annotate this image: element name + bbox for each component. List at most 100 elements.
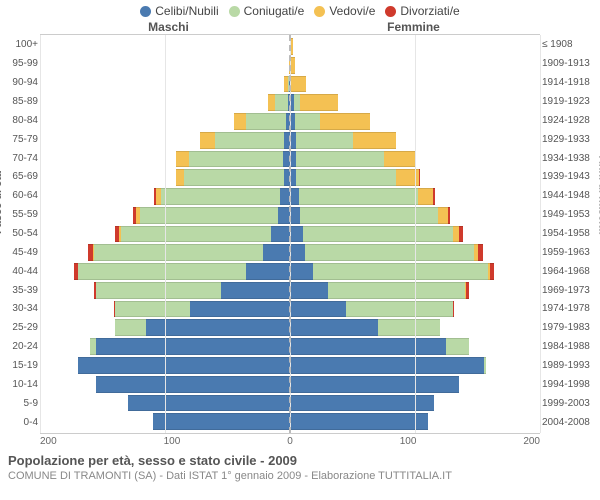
bar-segment <box>290 282 328 299</box>
age-label: 55-59 <box>2 206 38 225</box>
x-tick: 200 <box>523 436 540 447</box>
bar-segment <box>438 207 448 224</box>
bar-segment <box>478 244 483 261</box>
bar-segment <box>96 282 221 299</box>
bar-segment <box>275 94 288 111</box>
bar-segment <box>459 226 463 243</box>
chart-title: Popolazione per età, sesso e stato civil… <box>8 453 592 468</box>
x-tick: 100 <box>400 436 417 447</box>
age-label: 85-89 <box>2 93 38 112</box>
bar-segment <box>128 395 291 412</box>
bar-segment <box>328 282 466 299</box>
male-header: Maschi <box>46 20 291 34</box>
bar-segment <box>184 169 284 186</box>
x-tick: 0 <box>287 436 293 447</box>
legend: Celibi/Nubili Coniugati/e Vedovi/e Divorzia… <box>0 4 600 18</box>
female-header: Femmine <box>291 20 536 34</box>
bar-segment <box>189 151 283 168</box>
center-line <box>289 35 291 433</box>
age-label: 70-74 <box>2 149 38 168</box>
bar-segment <box>384 151 415 168</box>
bar-segment <box>140 207 278 224</box>
bar-segment <box>115 301 190 318</box>
age-label: 10-14 <box>2 375 38 394</box>
bar-segment <box>215 132 284 149</box>
bar-segment <box>290 226 303 243</box>
gridline <box>165 35 166 433</box>
bar-segment <box>290 338 446 355</box>
legend-swatch <box>229 6 240 17</box>
bar-segment <box>490 263 494 280</box>
bar-segment <box>78 357 291 374</box>
bar-segment <box>290 263 313 280</box>
age-label: 90-94 <box>2 74 38 93</box>
bar-segment <box>290 188 299 205</box>
legend-item: Divorziati/e <box>385 4 459 18</box>
footer: Popolazione per età, sesso e stato civil… <box>0 447 600 482</box>
x-axis: 2001000100200 <box>40 434 540 447</box>
bar-segment <box>94 244 263 261</box>
birth-year-labels: ≤ 19081909-19131914-19181919-19231924-19… <box>540 34 600 434</box>
bar-segment <box>466 282 469 299</box>
bar-segment <box>234 113 247 130</box>
bar-segment <box>419 169 420 186</box>
pyramid-chart: Fasce di età 100+95-9990-9485-8980-8475-… <box>0 34 600 434</box>
legend-label: Divorziati/e <box>400 4 459 18</box>
bar-segment <box>291 76 306 93</box>
birth-label: 1964-1968 <box>542 262 598 281</box>
birth-label: 1939-1943 <box>542 168 598 187</box>
age-label: 40-44 <box>2 262 38 281</box>
legend-item: Vedovi/e <box>314 4 375 18</box>
birth-label: 1909-1913 <box>542 55 598 74</box>
bar-segment <box>300 207 438 224</box>
birth-label: 1929-1933 <box>542 130 598 149</box>
y-axis-left-title: Fasce di età <box>0 171 4 234</box>
bar-segment <box>221 282 290 299</box>
bar-segment <box>290 244 305 261</box>
legend-item: Celibi/Nubili <box>140 4 218 18</box>
y-axis-right-title: Anni di nascita <box>596 156 600 234</box>
bar-segment <box>290 319 378 336</box>
bar-segment <box>418 188 433 205</box>
bar-segment <box>190 301 290 318</box>
legend-label: Celibi/Nubili <box>155 4 218 18</box>
legend-swatch <box>140 6 151 17</box>
birth-label: 1934-1938 <box>542 149 598 168</box>
bar-segment <box>320 113 370 130</box>
x-tick: 200 <box>40 436 57 447</box>
bar-segment <box>305 244 474 261</box>
gridline <box>540 35 541 433</box>
birth-label: 1984-1988 <box>542 338 598 357</box>
legend-label: Vedovi/e <box>329 4 375 18</box>
birth-label: 1914-1918 <box>542 74 598 93</box>
birth-label: 1994-1998 <box>542 375 598 394</box>
birth-label: 1924-1928 <box>542 111 598 130</box>
age-label: 25-29 <box>2 319 38 338</box>
birth-label: 1974-1978 <box>542 300 598 319</box>
bar-segment <box>296 169 396 186</box>
chart-subtitle: COMUNE DI TRAMONTI (SA) - Dati ISTAT 1° … <box>8 470 592 482</box>
birth-label: 1944-1948 <box>542 187 598 206</box>
age-label: 75-79 <box>2 130 38 149</box>
birth-label: ≤ 1908 <box>542 36 598 55</box>
bar-segment <box>200 132 215 149</box>
bar-segment <box>115 319 146 336</box>
birth-label: 1954-1958 <box>542 225 598 244</box>
legend-item: Coniugati/e <box>229 4 305 18</box>
age-label: 65-69 <box>2 168 38 187</box>
bar-segment <box>353 132 397 149</box>
bar-segment <box>161 188 280 205</box>
bar-segment <box>121 226 271 243</box>
age-label: 35-39 <box>2 281 38 300</box>
legend-swatch <box>385 6 396 17</box>
bar-segment <box>433 188 436 205</box>
birth-label: 1989-1993 <box>542 357 598 376</box>
gender-headers: Maschi Femmine <box>0 20 600 34</box>
bar-segment <box>176 169 184 186</box>
birth-label: 1949-1953 <box>542 206 598 225</box>
birth-label: 1969-1973 <box>542 281 598 300</box>
bar-segment <box>271 226 290 243</box>
bar-segment <box>295 113 320 130</box>
bar-segment <box>300 94 338 111</box>
gridline <box>415 35 416 433</box>
